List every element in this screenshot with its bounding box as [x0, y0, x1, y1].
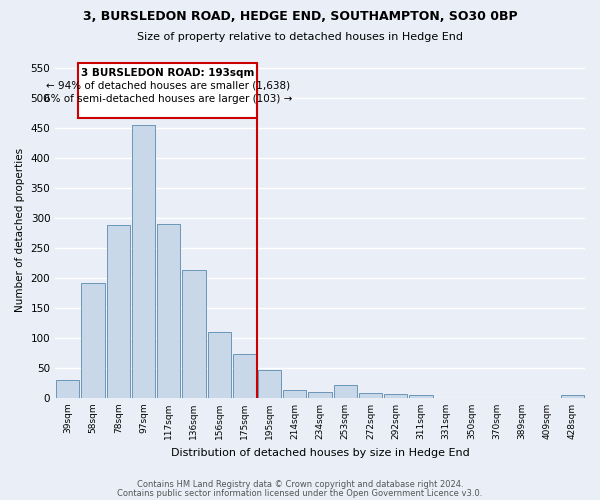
Text: ← 94% of detached houses are smaller (1,638): ← 94% of detached houses are smaller (1,…	[46, 81, 290, 91]
Bar	[208, 332, 231, 398]
Bar	[409, 395, 433, 398]
Bar	[359, 392, 382, 398]
Bar	[334, 385, 357, 398]
Text: 3 BURSLEDON ROAD: 193sqm: 3 BURSLEDON ROAD: 193sqm	[81, 68, 254, 78]
Bar	[182, 270, 206, 398]
Text: 3, BURSLEDON ROAD, HEDGE END, SOUTHAMPTON, SO30 0BP: 3, BURSLEDON ROAD, HEDGE END, SOUTHAMPTO…	[83, 10, 517, 23]
FancyBboxPatch shape	[79, 62, 257, 118]
Bar	[157, 224, 181, 398]
Text: Contains public sector information licensed under the Open Government Licence v3: Contains public sector information licen…	[118, 488, 482, 498]
X-axis label: Distribution of detached houses by size in Hedge End: Distribution of detached houses by size …	[171, 448, 469, 458]
Text: Size of property relative to detached houses in Hedge End: Size of property relative to detached ho…	[137, 32, 463, 42]
Bar	[308, 392, 332, 398]
Bar	[384, 394, 407, 398]
Bar	[233, 354, 256, 398]
Bar	[561, 395, 584, 398]
Bar	[107, 226, 130, 398]
Bar	[82, 283, 104, 398]
Bar	[258, 370, 281, 398]
Text: 6% of semi-detached houses are larger (103) →: 6% of semi-detached houses are larger (1…	[44, 94, 292, 104]
Bar	[132, 126, 155, 398]
Bar	[56, 380, 79, 398]
Text: Contains HM Land Registry data © Crown copyright and database right 2024.: Contains HM Land Registry data © Crown c…	[137, 480, 463, 489]
Bar	[283, 390, 307, 398]
Y-axis label: Number of detached properties: Number of detached properties	[15, 148, 25, 312]
